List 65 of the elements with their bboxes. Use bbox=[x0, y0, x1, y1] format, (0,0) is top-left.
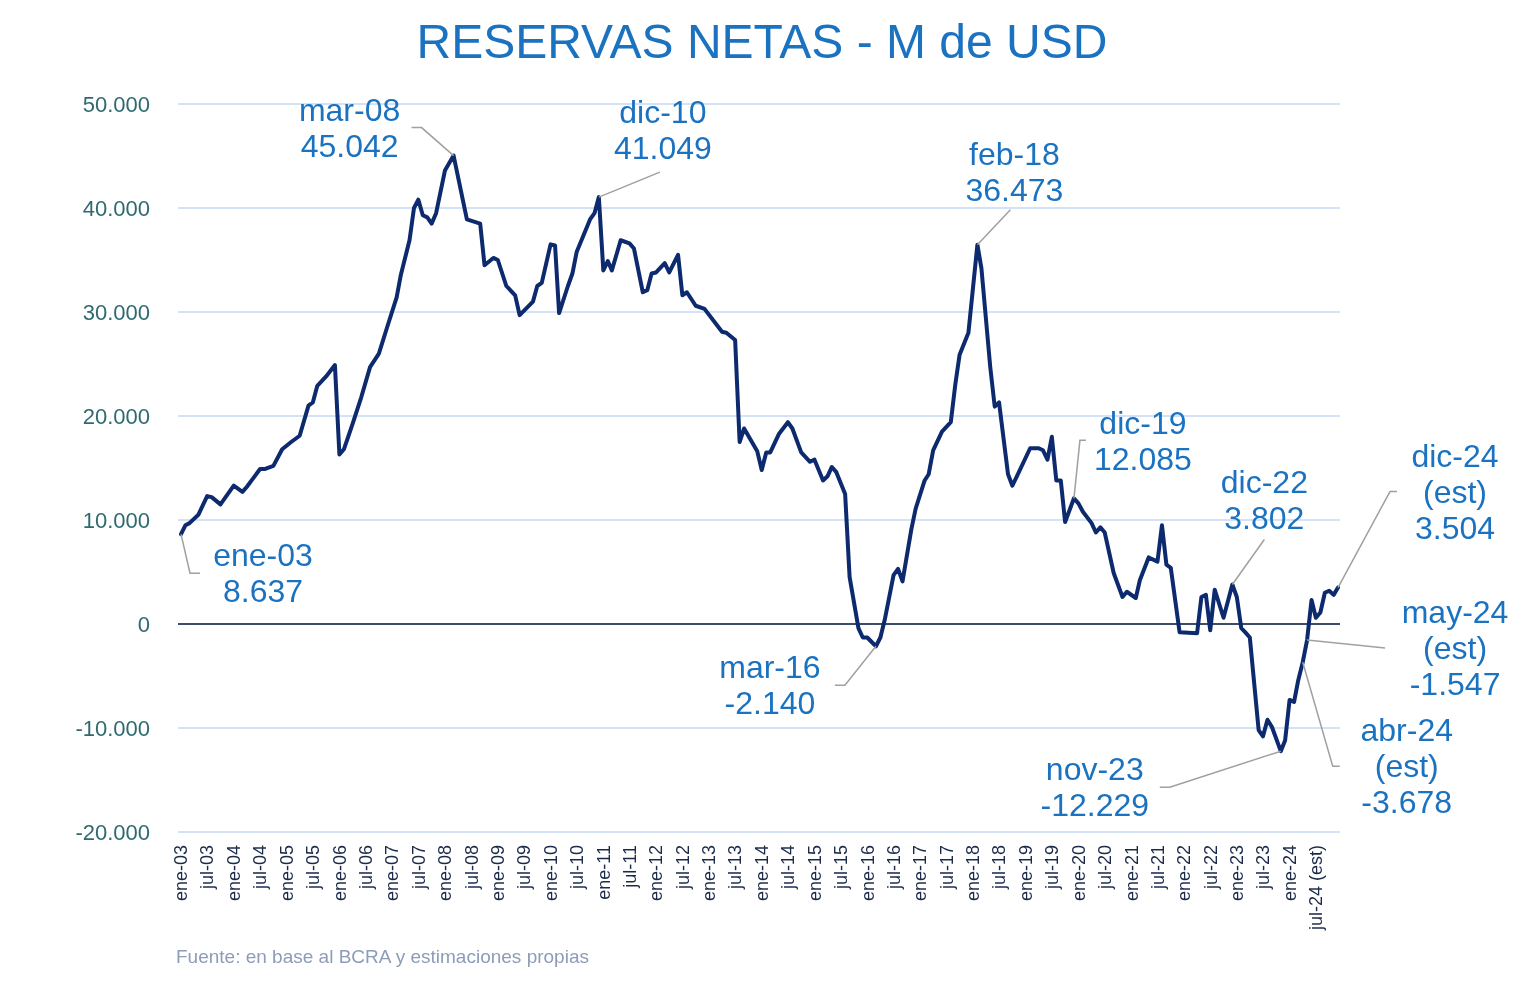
x-tick-label: ene-20 bbox=[1068, 845, 1089, 902]
y-tick-label: -10.000 bbox=[75, 715, 150, 741]
x-tick-label: jul-07 bbox=[408, 845, 429, 891]
x-tick-label: ene-22 bbox=[1174, 845, 1195, 902]
x-tick-label: ene-04 bbox=[224, 845, 245, 902]
annotation: feb-18 36.473 bbox=[965, 135, 1064, 208]
annotation: abr-24 (est) -3.678 bbox=[1360, 712, 1453, 821]
x-tick-label: jul-20 bbox=[1095, 845, 1116, 891]
x-tick-label: jul-03 bbox=[197, 845, 218, 891]
x-tick-label: jul-08 bbox=[461, 845, 482, 891]
x-tick-label: jul-15 bbox=[830, 845, 851, 891]
x-tick-label: jul-10 bbox=[567, 845, 588, 891]
y-tick-label: 40.000 bbox=[82, 195, 150, 221]
y-tick-label: -20.000 bbox=[75, 819, 150, 845]
x-tick-label: ene-05 bbox=[276, 845, 297, 902]
annotation: dic-19 12.085 bbox=[1094, 404, 1192, 477]
source-note: Fuente: en base al BCRA y estimaciones propias bbox=[176, 946, 589, 967]
x-tick-label: jul-04 bbox=[250, 845, 271, 891]
x-tick-label: ene-09 bbox=[488, 845, 509, 902]
annotation: dic-22 3.802 bbox=[1220, 463, 1308, 536]
x-tick-label: ene-06 bbox=[329, 845, 350, 902]
annotation: may-24 (est) -1.547 bbox=[1401, 594, 1509, 703]
x-tick-label: jul-12 bbox=[672, 845, 693, 891]
annotation: nov-23 -12.229 bbox=[1040, 751, 1150, 824]
x-tick-label: ene-11 bbox=[593, 845, 614, 900]
x-tick-label: ene-12 bbox=[646, 845, 667, 902]
x-tick-label: ene-19 bbox=[1015, 845, 1036, 902]
x-tick-label: ene-10 bbox=[540, 845, 561, 902]
y-tick-label: 0 bbox=[137, 611, 150, 637]
x-tick-label: jul-18 bbox=[989, 845, 1010, 891]
y-tick-label: 20.000 bbox=[82, 403, 150, 429]
x-tick-label: jul-09 bbox=[514, 845, 535, 891]
x-tick-label: jul-05 bbox=[303, 845, 324, 891]
x-tick-label: ene-17 bbox=[910, 845, 931, 902]
annotation: dic-24 (est) 3.504 bbox=[1411, 437, 1499, 546]
x-tick-label: jul-16 bbox=[883, 845, 904, 891]
chart-title: RESERVAS NETAS - M de USD bbox=[416, 15, 1108, 68]
x-tick-label: ene-24 bbox=[1279, 845, 1300, 902]
x-tick-label: ene-15 bbox=[804, 845, 825, 902]
x-tick-label: jul-13 bbox=[725, 845, 746, 891]
x-tick-label: ene-13 bbox=[699, 845, 720, 902]
annotation: ene-03 8.637 bbox=[213, 537, 313, 610]
x-tick-label: ene-08 bbox=[435, 845, 456, 902]
x-tick-label: jul-24 (est) bbox=[1306, 845, 1327, 932]
y-tick-label: 50.000 bbox=[82, 91, 150, 117]
x-tick-label: ene-16 bbox=[857, 845, 878, 902]
y-tick-label: 30.000 bbox=[82, 299, 150, 325]
x-tick-label: ene-18 bbox=[963, 845, 984, 902]
x-tick-label: jul-23 bbox=[1253, 845, 1274, 891]
x-tick-label: ene-14 bbox=[752, 845, 773, 902]
annotation: mar-08 45.042 bbox=[298, 91, 401, 164]
x-tick-label: jul-21 bbox=[1147, 845, 1168, 891]
x-tick-label: jul-17 bbox=[936, 845, 957, 891]
x-tick-label: jul-11 bbox=[619, 845, 640, 889]
x-tick-label: jul-14 bbox=[778, 845, 799, 891]
annotation: dic-10 41.049 bbox=[613, 94, 712, 167]
x-tick-label: jul-22 bbox=[1200, 845, 1221, 891]
x-tick-label: ene-03 bbox=[171, 845, 192, 902]
x-tick-label: ene-21 bbox=[1121, 845, 1142, 902]
x-tick-label: jul-19 bbox=[1042, 845, 1063, 891]
y-tick-label: 10.000 bbox=[82, 507, 150, 533]
x-tick-label: ene-23 bbox=[1227, 845, 1248, 902]
annotation: mar-16 -2.140 bbox=[719, 649, 821, 722]
x-tick-label: jul-06 bbox=[355, 845, 376, 891]
x-tick-label: ene-07 bbox=[382, 845, 403, 902]
